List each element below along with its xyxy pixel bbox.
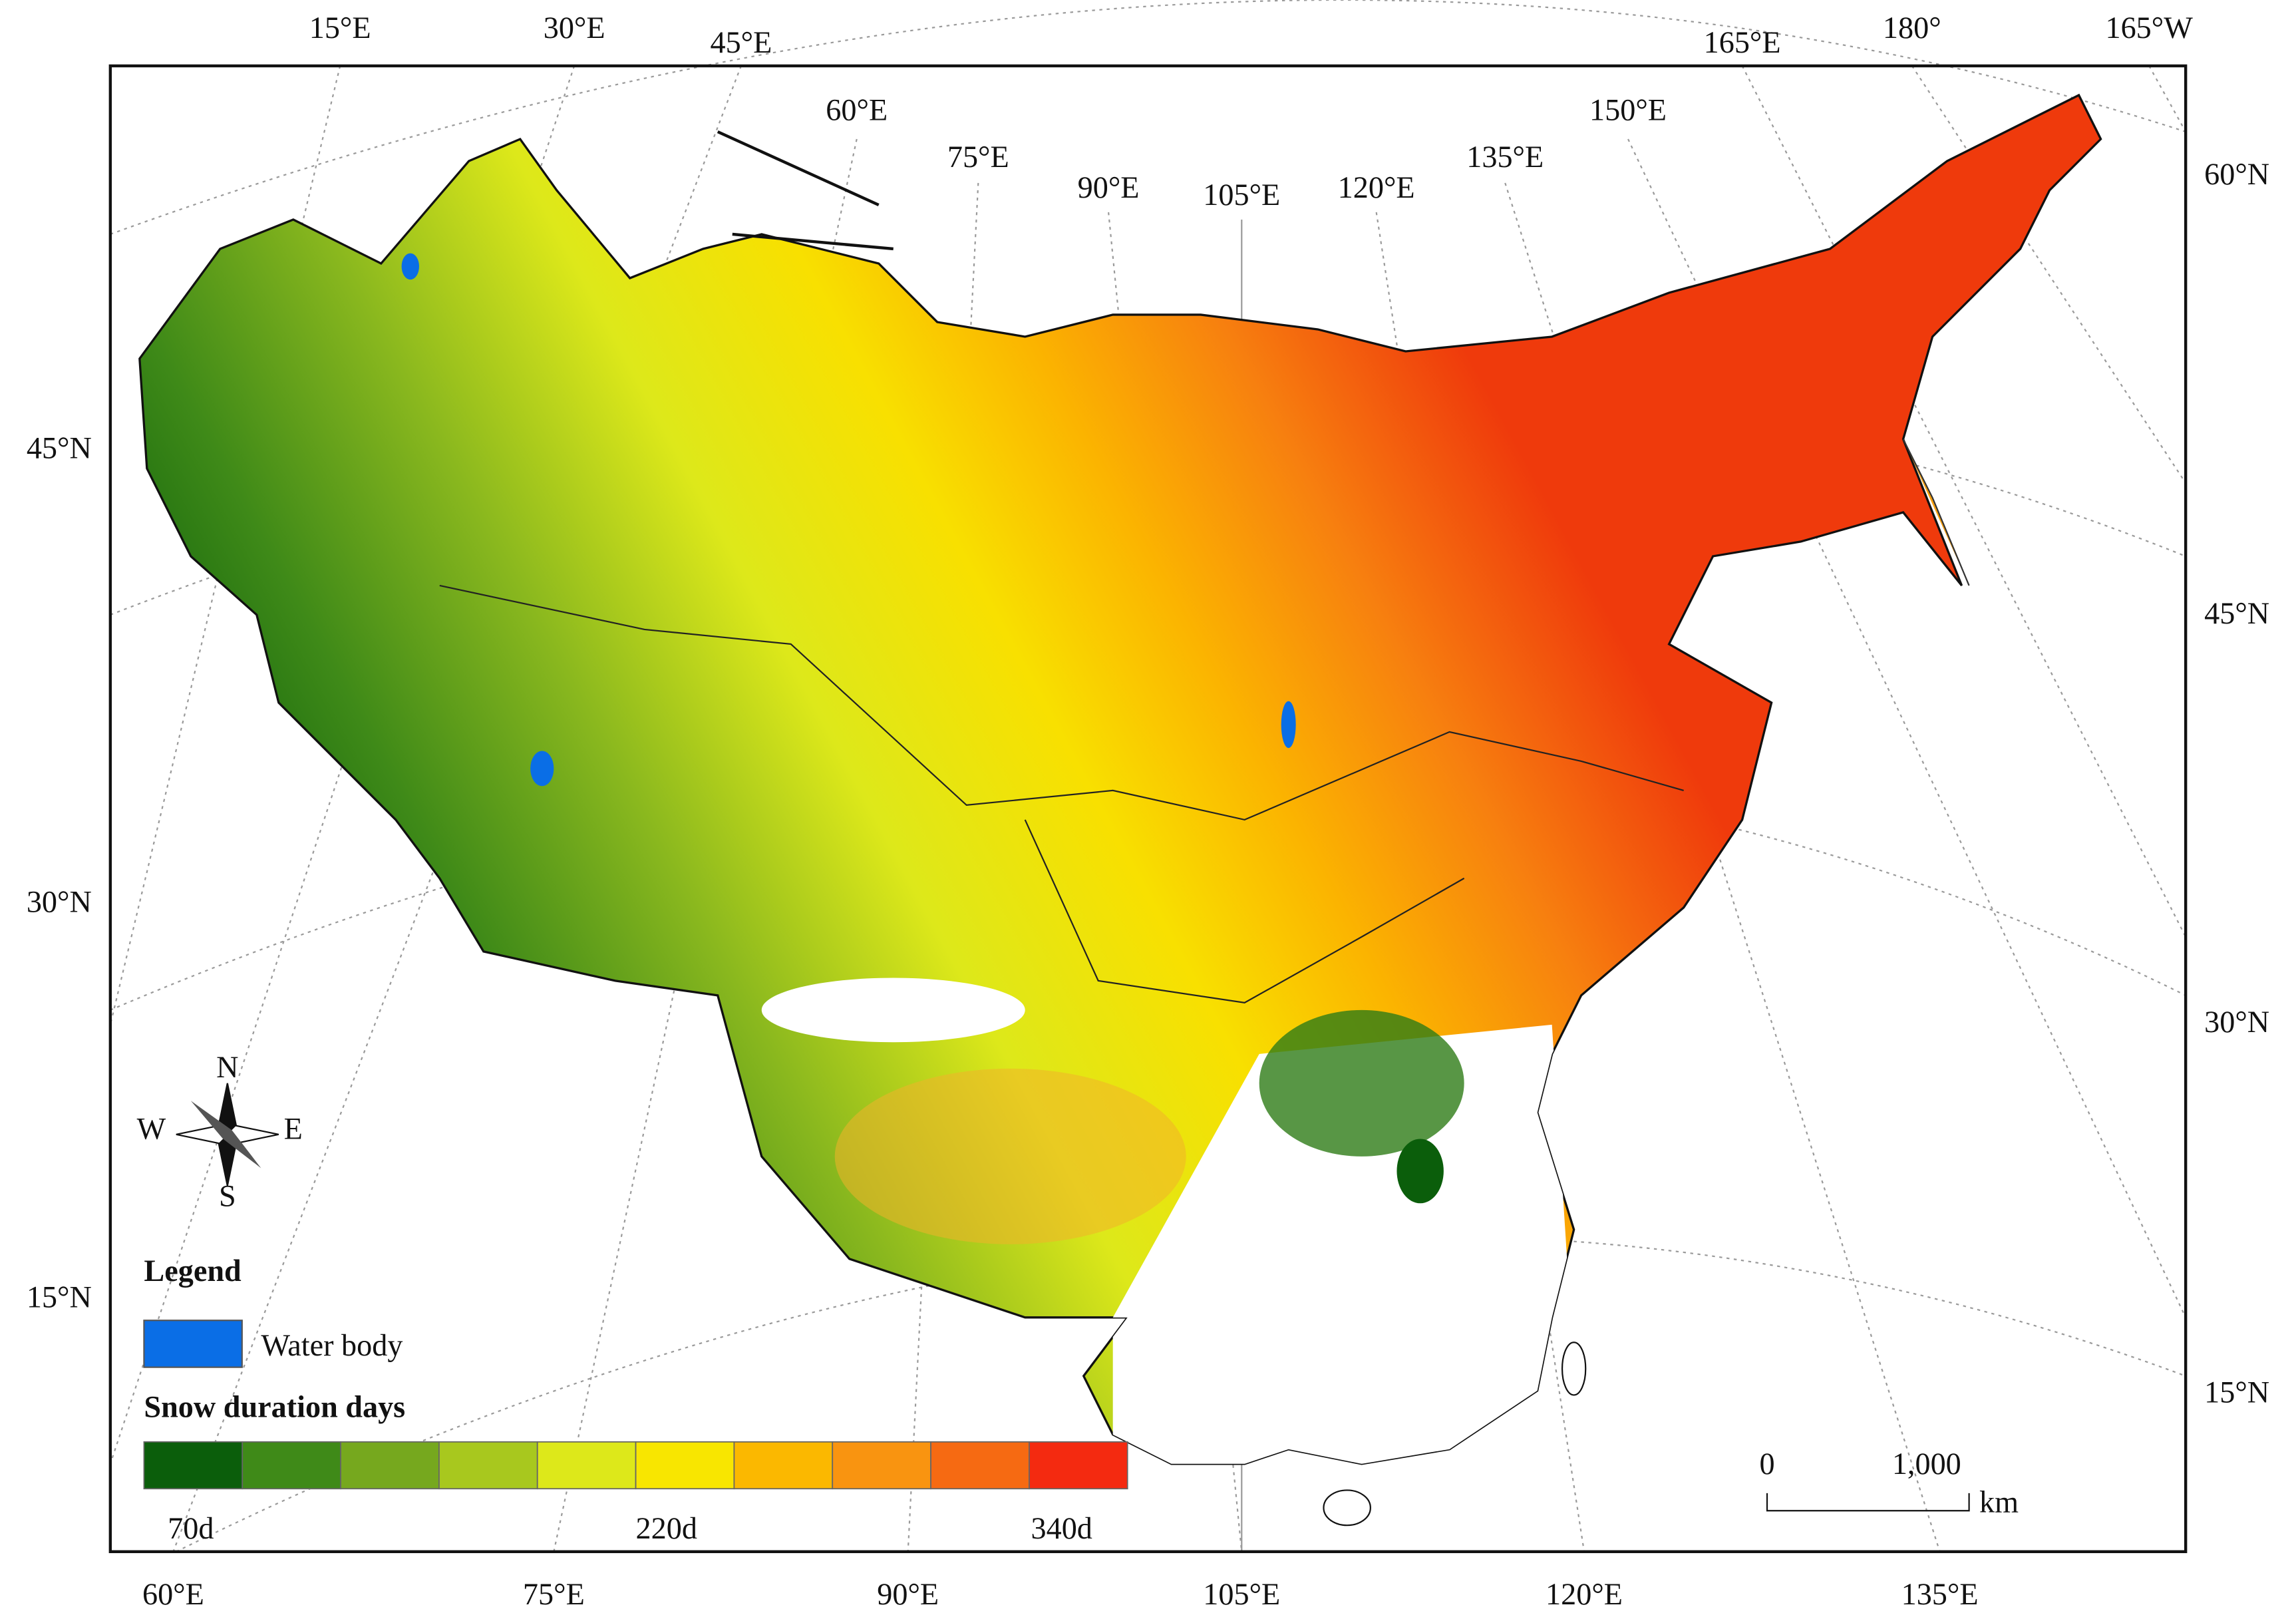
legend-color-swatch — [340, 1441, 440, 1490]
graticule-labels: 15°E 30°E 45°E 60°E 75°E 90°E 105°E 120°E 135°E 1… — [27, 11, 2269, 1611]
legend-color-swatch — [536, 1441, 637, 1490]
scale-bar: 0 1,000 km — [1759, 1447, 2019, 1519]
compass-n: N — [216, 1050, 238, 1084]
legend-color-swatch — [1028, 1441, 1128, 1490]
graticule-label: 135°E — [1466, 140, 1544, 174]
snow-cover — [138, 94, 2102, 1527]
graticule-label: 90°E — [1078, 170, 1140, 204]
graticule-label: 75°E — [947, 140, 1009, 174]
graticule-label: 15°N — [27, 1280, 92, 1314]
graticule-label: 15°N — [2204, 1375, 2269, 1409]
legend-color-swatch — [242, 1441, 341, 1490]
graticule-label: 45°E — [711, 25, 772, 59]
graticule-label: 120°E — [1338, 170, 1415, 204]
legend-color-swatch — [733, 1441, 834, 1490]
legend-tick-label: 340d — [1031, 1511, 1092, 1545]
water-swatch — [143, 1320, 243, 1368]
graticule-label: 105°E — [1203, 1577, 1280, 1611]
legend-color-swatch — [438, 1441, 538, 1490]
legend-title: Legend — [144, 1254, 242, 1288]
compass-e: E — [284, 1111, 303, 1145]
legend: Legend Water body Snow duration days 70d… — [143, 1254, 1128, 1545]
graticule-label: 15°E — [309, 11, 371, 45]
graticule-label: 165°E — [1704, 25, 1781, 59]
scale-start: 0 — [1759, 1447, 1774, 1481]
graticule-label: 180° — [1883, 11, 1941, 45]
graticule-label: 105°E — [1203, 178, 1280, 212]
legend-color-swatch — [143, 1441, 244, 1490]
legend-tick-label: 220d — [636, 1511, 697, 1545]
legend-tick-label: 70d — [168, 1511, 214, 1545]
graticule-label: 135°E — [1901, 1577, 1979, 1611]
legend-color-swatch — [635, 1441, 735, 1490]
compass-s: S — [219, 1179, 236, 1213]
scale-end: 1,000 — [1892, 1447, 1961, 1481]
water-label: Water body — [261, 1328, 403, 1362]
graticule-label: 45°N — [2204, 596, 2269, 630]
graticule-label: 30°E — [544, 11, 605, 45]
legend-color-swatch — [930, 1441, 1030, 1490]
graticule-label: 45°N — [27, 431, 92, 465]
graticule-label: 30°N — [2204, 1005, 2269, 1039]
graticule-label: 150°E — [1589, 92, 1667, 126]
legend-color-swatch — [832, 1441, 931, 1490]
snow-title: Snow duration days — [144, 1389, 405, 1423]
scale-unit: km — [1979, 1485, 2019, 1519]
graticule-label: 120°E — [1546, 1577, 1623, 1611]
graticule-label: 30°N — [27, 884, 92, 918]
map-frame — [108, 64, 2188, 1554]
graticule-label: 60°E — [142, 1577, 204, 1611]
compass-w: W — [137, 1111, 166, 1145]
graticule-label: 75°E — [523, 1577, 585, 1611]
graticule-label: 165°W — [2105, 11, 2193, 45]
graticule-label: 60°E — [826, 92, 888, 126]
graticule-label: 60°N — [2204, 157, 2269, 191]
graticule-label: 90°E — [877, 1577, 939, 1611]
compass: N E S W — [137, 1050, 303, 1213]
